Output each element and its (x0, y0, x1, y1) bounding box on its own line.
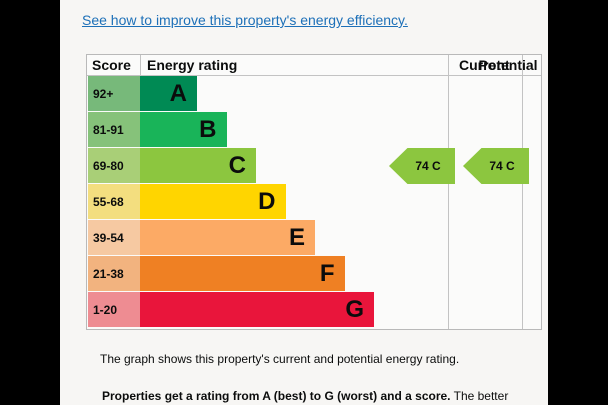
score-divider (140, 55, 141, 75)
rating-letter-c: C (228, 151, 246, 179)
score-range-d: 55-68 (88, 184, 140, 219)
rating-letter-f: F (319, 259, 335, 287)
potential-header: Potential (478, 57, 538, 73)
rating-bar-c: C (140, 148, 256, 183)
rating-letter-e: E (288, 223, 305, 251)
score-range-b: 81-91 (88, 112, 140, 147)
rating-bar-b: B (140, 112, 227, 147)
potential-divider (522, 55, 523, 329)
score-range-f: 21-38 (88, 256, 140, 291)
score-range-c: 69-80 (88, 148, 140, 183)
current-divider (448, 55, 449, 329)
rating-letter-g: G (345, 295, 364, 323)
rating-bar-g: G (140, 292, 374, 327)
score-range-e: 39-54 (88, 220, 140, 255)
rating-bar-e: E (140, 220, 315, 255)
score-range-g: 1-20 (88, 292, 140, 327)
rating-letter-b: B (199, 115, 217, 143)
rating-bar-a: A (140, 76, 197, 111)
improve-efficiency-link[interactable]: See how to improve this property's energ… (82, 12, 408, 28)
score-header: Score (92, 57, 131, 73)
current-rating-arrow: 74 C (389, 148, 455, 184)
potential-rating-label: 74 C (489, 159, 515, 173)
potential-rating-arrow: 74 C (463, 148, 529, 184)
current-rating-label: 74 C (415, 159, 441, 173)
header-divider (87, 75, 541, 76)
energy-rating-chart: Score Energy rating Current Potential 92… (86, 54, 542, 330)
rating-letter-a: A (169, 79, 187, 107)
screen: See how to improve this property's energ… (60, 0, 548, 405)
current-header: Current (459, 57, 510, 73)
rating-description-bold: Properties get a rating from A (best) to… (102, 389, 451, 403)
rating-description: Properties get a rating from A (best) to… (102, 389, 508, 403)
rating-description-rest: The better (450, 389, 509, 403)
rating-bar-d: D (140, 184, 286, 219)
graph-description: The graph shows this property's current … (100, 352, 460, 366)
energy-rating-header: Energy rating (147, 57, 238, 73)
rating-bar-f: F (140, 256, 345, 291)
rating-letter-d: D (258, 187, 276, 215)
score-range-a: 92+ (88, 76, 140, 111)
